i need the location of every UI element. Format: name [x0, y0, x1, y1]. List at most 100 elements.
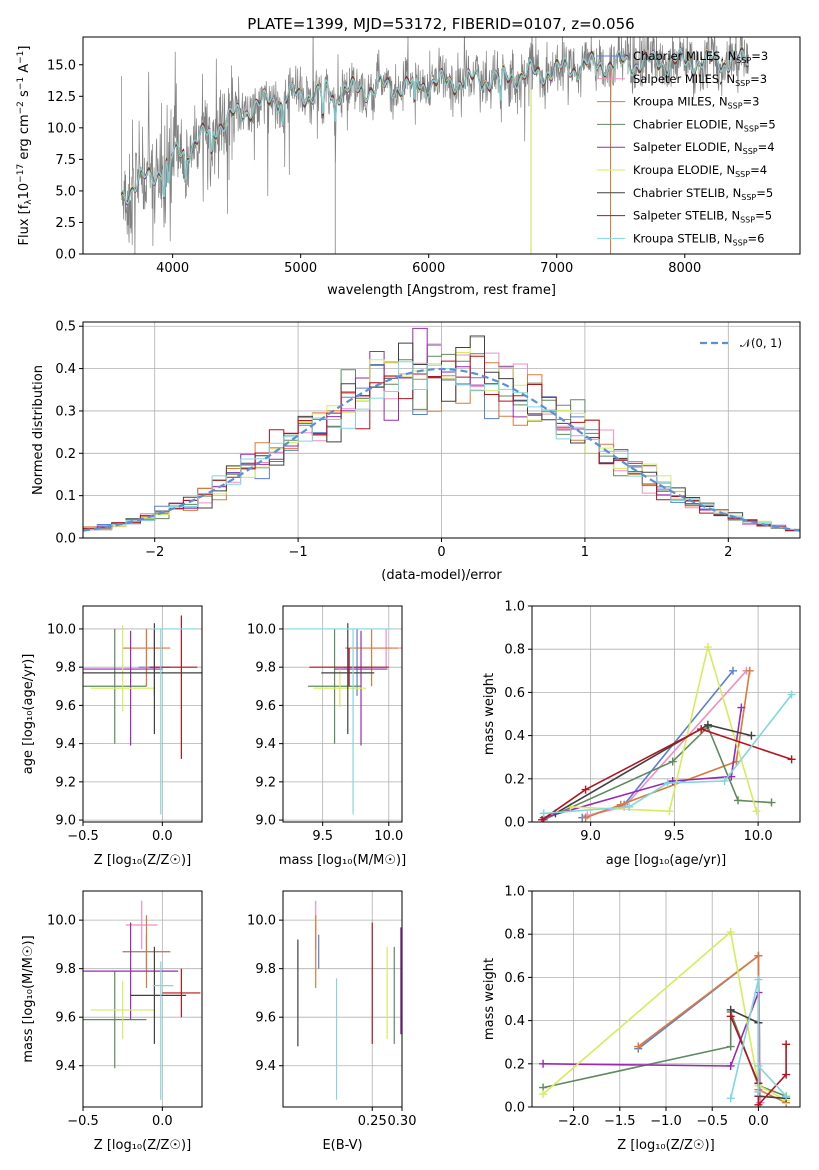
weight_vs_age-ylabel: mass weight — [482, 673, 497, 755]
weight-marker — [539, 1059, 548, 1068]
residuals-ytick-label: 0.2 — [55, 447, 76, 462]
errorbar-salpeter_miles — [122, 628, 163, 687]
errorbar-kroupa_elodie — [90, 625, 155, 712]
weight_vs_Z-xtick-label: 0.0 — [748, 1114, 769, 1129]
errorbar-chabrier_stelib — [83, 623, 202, 735]
weight-marker — [726, 1061, 735, 1070]
residuals-legend: 𝒩(0, 1) — [700, 336, 782, 350]
legend-item: Kroupa ELODIE, NSSP=4 — [597, 163, 767, 179]
mass_vs_Z-ytick-label: 9.4 — [55, 1059, 76, 1074]
weight-marker — [734, 796, 743, 805]
weight-marker — [720, 776, 729, 785]
weight-marker — [787, 690, 796, 699]
weight-series-kroupa_miles — [581, 666, 754, 822]
age_vs_Z-plot-area — [83, 615, 202, 815]
weight_vs_Z-ytick-label: 1.0 — [504, 885, 525, 900]
legend-label: Chabrier MILES, NSSP=3 — [633, 49, 768, 65]
legend-item: Chabrier STELIB, NSSP=5 — [597, 186, 773, 202]
weight_vs_Z-xtick-label: −1.5 — [604, 1114, 636, 1129]
residuals-xtick-label: 1 — [581, 545, 589, 560]
residuals-ytick-label: 0.0 — [55, 532, 76, 547]
errorbar-kroupa_stelib — [152, 961, 174, 1100]
weight-marker — [726, 928, 735, 937]
spectrum-legend: Chabrier MILES, NSSP=3 Salpeter MILES, NS… — [597, 49, 776, 247]
weight-marker — [754, 1061, 763, 1070]
panels: 4000 5000 6000 7000 80000.02.55.07.510.012.5… — [16, 36, 801, 1153]
gaussian-curve — [83, 367, 800, 532]
spectrum-plot-area — [120, 37, 750, 254]
mass_vs_ebv-axes: 0.25 0.30 9.4 9.6 9.8 10.0 — [247, 890, 417, 1129]
mass_vs_ebv-ytick-label: 9.8 — [255, 962, 276, 977]
legend-item: Chabrier MILES, NSSP=3 — [597, 49, 768, 65]
weight-marker — [767, 798, 776, 807]
weight-marker — [782, 1070, 791, 1079]
errorbar-kroupa_miles — [345, 628, 399, 687]
weight-series-salpeter_miles — [583, 666, 751, 820]
mass_vs_Z-ytick-label: 9.8 — [55, 962, 76, 977]
weight_vs_age-xtick-label: 10.0 — [744, 829, 773, 844]
legend-label: Salpeter ELODIE, NSSP=4 — [633, 140, 775, 156]
errorbar-chabrier_stelib — [130, 946, 187, 1044]
legend-label: Kroupa STELIB, NSSP=6 — [633, 231, 764, 247]
weight-marker — [752, 807, 761, 816]
weight-series-kroupa_elodie — [566, 643, 761, 816]
weight_vs_Z-ytick-label: 0.2 — [504, 1057, 525, 1072]
residuals-xtick-label: −1 — [289, 545, 308, 560]
model-spectrum-kroupa_stelib — [120, 47, 749, 205]
age_vs_mass-ytick-label: 10.0 — [247, 622, 276, 637]
legend-label: Salpeter MILES, NSSP=3 — [633, 72, 767, 88]
age_vs_mass-ytick-label: 9.6 — [255, 699, 276, 714]
weight-marker — [634, 1042, 643, 1051]
residuals-ytick-label: 0.1 — [55, 489, 76, 504]
weight_vs_age-ytick-label: 0.2 — [504, 772, 525, 787]
weight-marker — [726, 1094, 735, 1103]
age_vs_mass-panel: 9.5 10.0 9.0 9.2 9.4 9.6 9.8 10.0 mass [log₁₀(M/… — [247, 605, 406, 868]
errorbar-kroupa_elodie — [90, 980, 155, 1040]
weight_vs_Z-ytick-label: 0.8 — [504, 928, 525, 943]
weight_vs_age-xtick-label: 9.5 — [664, 829, 685, 844]
spectrum-ytick-label: 15.0 — [47, 58, 76, 73]
errorbar-chabrier_elodie — [83, 971, 147, 1069]
legend-item: Kroupa MILES, NSSP=3 — [597, 95, 759, 111]
age_vs_Z-ytick-label: 9.2 — [55, 775, 76, 790]
errorbar-salpeter_stelib — [309, 648, 389, 687]
age_vs_Z-xtick-label: 0.0 — [152, 829, 173, 844]
weight-series-chabrier_stelib — [551, 720, 756, 818]
legend-label: Chabrier ELODIE, NSSP=5 — [633, 117, 776, 133]
legend-item: Salpeter ELODIE, NSSP=4 — [597, 140, 775, 156]
weight_vs_Z-ytick-label: 0.0 — [504, 1101, 525, 1116]
spectrum-xtick-label: 5000 — [284, 261, 317, 276]
mass_vs_ebv-xtick-label: 0.30 — [388, 1114, 417, 1129]
age_vs_mass-ytick-label: 9.8 — [255, 661, 276, 676]
weight-series-salpeter_elodie — [539, 988, 763, 1101]
weight-marker — [625, 802, 634, 811]
weight-marker — [663, 779, 672, 788]
mass_vs_Z-axes: −0.5 0.0 9.4 9.6 9.8 10.0 — [47, 890, 203, 1129]
weight-marker — [754, 1100, 763, 1107]
age_vs_mass-ytick-label: 9.2 — [255, 775, 276, 790]
errorbar-chabrier_elodie — [308, 628, 362, 744]
errorbar-kroupa_stelib — [152, 628, 196, 815]
age_vs_Z-ylabel: age [log₁₀(age/yr)] — [21, 654, 36, 775]
weight_vs_age-ytick-label: 0.4 — [504, 729, 525, 744]
weight-marker — [703, 720, 712, 729]
spectrum-ytick-label: 5.0 — [55, 184, 76, 199]
spectrum-panel: 4000 5000 6000 7000 8000 0.0 2.5 5.0 7.5 10.0 12.5… — [16, 36, 801, 298]
errorbar-chabrier_elodie — [83, 628, 147, 744]
weight-series-kroupa_stelib — [726, 975, 791, 1103]
mass_vs_ebv-panel: 0.25 0.30 9.4 9.6 9.8 10.0 E(B-V) — [247, 890, 417, 1153]
age_vs_Z-ytick-label: 10.0 — [47, 622, 76, 637]
weight-marker — [745, 666, 754, 675]
weight-marker — [581, 785, 590, 794]
weight-marker — [754, 951, 763, 960]
spectrum-ylabel: Flux [fλ10−17 erg cm−2 s−1 A−1] — [16, 46, 34, 246]
mass_vs_ebv-ytick-label: 9.6 — [255, 1011, 276, 1026]
mass_vs_Z-grid — [82, 891, 202, 1107]
weight_vs_Z-panel: −2.0 −1.5 −1.0 −0.5 0.0 0.0 0.2 0.4 0.6 0.8 1.0 Z [… — [482, 885, 801, 1153]
residuals-plot-area — [83, 327, 800, 534]
weight-marker — [538, 815, 547, 822]
age_vs_mass-xtick-label: 10.0 — [374, 829, 403, 844]
errorbar-chabrier_stelib — [321, 623, 375, 735]
age_vs_mass-axes: 9.5 10.0 9.0 9.2 9.4 9.6 9.8 10.0 — [247, 605, 403, 844]
errorbar-kroupa_miles — [122, 915, 171, 989]
